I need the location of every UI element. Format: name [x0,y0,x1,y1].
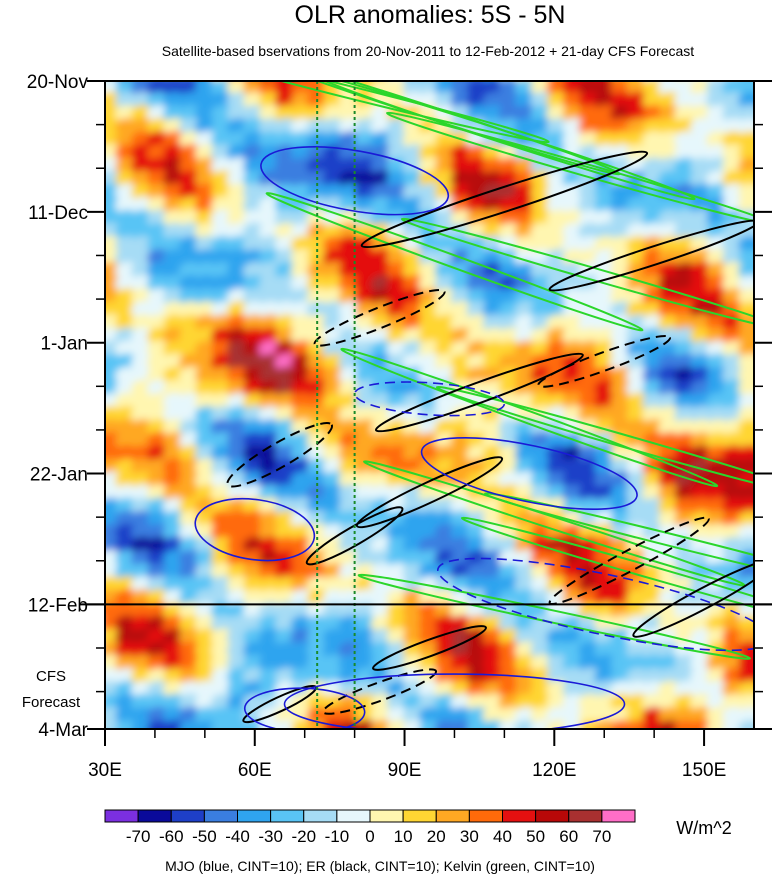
x-tick-label: 30E [88,760,122,781]
colorbar-label: 20 [427,827,446,846]
colorbar-swatch-14 [535,809,570,823]
colorbar-swatch-1 [104,809,139,823]
er-contour-3 [313,288,446,347]
kelvin-contour-4 [159,81,550,144]
mjo-contour-6 [283,673,626,729]
colorbar-swatch-8 [336,809,371,823]
kelvin-contour-3 [386,111,754,225]
er-contour-11 [322,668,438,715]
er-contour-6 [355,456,504,529]
contour-legend-footer: MJO (blue, CINT=10); ER (black, CINT=10)… [165,858,595,874]
er-contour-8 [548,516,710,605]
mjo-contour-1 [260,146,450,216]
colorbar-swatch-13 [502,809,537,823]
colorbar-label: 0 [365,827,374,846]
colorbar-label: -30 [258,827,283,846]
y-tick-label: 1-Jan [40,334,88,355]
er-contour-7 [305,506,404,566]
chart-title: OLR anomalies: 5S - 5N [295,1,566,29]
colorbar-label: 50 [526,827,545,846]
x-tick-label: 150E [682,760,726,781]
y-axis: 20-Nov 11-Dec 1-Jan 22-Jan 12-Feb 4-Mar [27,72,772,741]
colorbar-swatch-5 [237,809,272,823]
kelvin-contour-12 [357,573,751,660]
reference-longitude-lines [316,81,356,729]
colorbar-label: -40 [225,827,250,846]
kelvin-contour-6 [400,217,754,331]
er-contour-9 [632,558,754,638]
kelvin-contour-8 [435,385,754,499]
colorbar-swatch-16 [601,809,636,823]
colorbar-label: 60 [559,827,578,846]
colorbar-swatch-9 [369,809,404,823]
x-tick-label: 120E [532,760,576,781]
x-tick-label: 90E [388,760,422,781]
y-tick-label: 22-Jan [30,465,88,486]
mjo-contour-2 [353,381,506,417]
colorbar-units: W/m^2 [676,818,731,838]
mjo-contour-5 [243,687,366,729]
colorbar-label: -70 [126,827,151,846]
colorbar-swatch-4 [203,809,238,823]
forecast-label-line2: Forecast [22,694,81,711]
y-tick-label: 20-Nov [27,72,89,93]
colorbar-swatch-12 [468,809,503,823]
y-tick-label: 12-Feb [28,595,88,616]
er-contour-2 [548,219,754,292]
er-contour-5 [226,422,334,488]
contour-overlays [159,81,754,729]
y-tick-label: 4-Mar [38,720,88,741]
colorbar-swatch-11 [435,809,470,823]
kelvin-contour-5 [265,192,644,332]
colorbar-swatch-2 [137,809,172,823]
colorbar-swatch-3 [170,809,205,823]
mjo-contour-3 [194,497,316,562]
kelvin-contour-11 [460,516,754,630]
er-contour-10 [372,625,487,671]
colorbar-swatch-6 [270,809,305,823]
chart-subtitle: Satellite-based bservations from 20-Nov-… [162,43,695,59]
colorbar-label: 30 [460,827,479,846]
colorbar-swatch-7 [303,809,338,823]
colorbar-label: -10 [325,827,350,846]
x-axis: 30E 60E 90E 120E 150E [88,729,726,781]
x-tick-label: 60E [238,760,272,781]
colorbar-swatch-15 [568,809,603,823]
plot-frame [104,80,755,730]
mjo-contour-4 [420,437,638,510]
er-contour-1 [360,150,649,249]
kelvin-contour-10 [484,492,754,592]
colorbar: -70 -60 -50 -40 -30 -20 -10 0 10 20 30 40 50 60 70 [104,809,636,846]
colorbar-label: -20 [291,827,316,846]
colorbar-label: -60 [159,827,184,846]
colorbar-label: -50 [192,827,217,846]
kelvin-contour-9 [363,460,746,587]
forecast-label-line1: CFS [36,668,66,685]
colorbar-label: 70 [592,827,611,846]
olr-heatmap [105,81,754,729]
kelvin-contour-2 [313,81,696,201]
er-contour-4 [374,352,584,433]
mjo-contour-7 [436,557,754,652]
colorbar-label: 10 [394,827,413,846]
y-tick-label: 11-Dec [28,203,88,224]
kelvin-contour-7 [340,347,719,488]
er-contour-13 [537,335,672,388]
colorbar-swatch-10 [402,809,437,823]
colorbar-label: 40 [493,827,512,846]
heatmap-cells [105,81,754,729]
